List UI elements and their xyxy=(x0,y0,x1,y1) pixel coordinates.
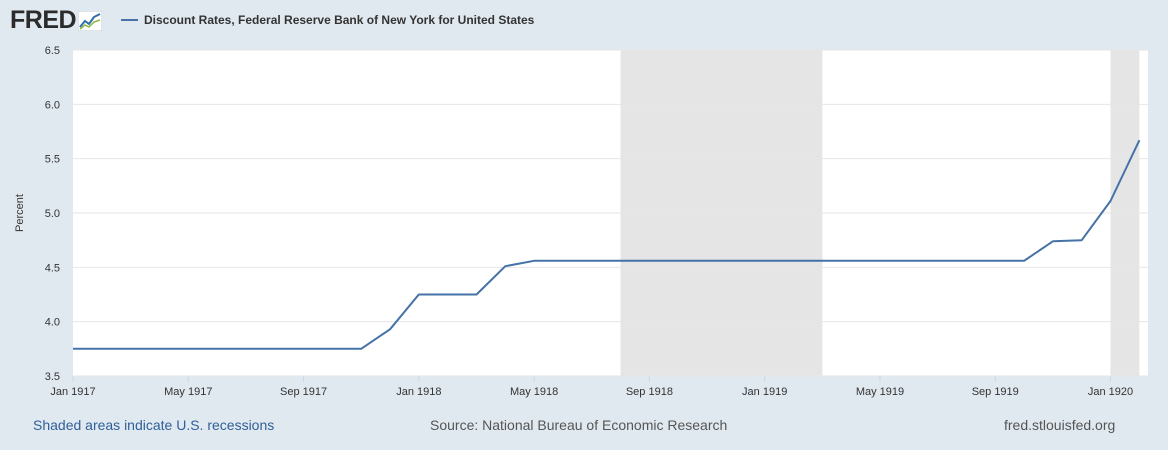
y-tick-label: 6.0 xyxy=(45,99,60,111)
source-note[interactable]: Source: National Bureau of Economic Rese… xyxy=(430,417,728,433)
x-tick-label: May 1917 xyxy=(164,386,212,398)
y-axis-label: Percent xyxy=(14,194,26,232)
y-tick-label: 3.5 xyxy=(45,371,60,383)
y-tick-label: 5.5 xyxy=(45,154,60,166)
y-tick-label: 6.5 xyxy=(45,45,60,57)
y-tick-label: 5.0 xyxy=(45,208,60,220)
fred-logo-text: FRED xyxy=(10,6,77,34)
fred-chart-icon xyxy=(78,11,103,31)
chart-header: FRED Discount Rates, Federal Reserve Ban… xyxy=(0,0,1168,40)
line-chart[interactable]: 3.5 4.0 4.5 5.0 5.5 6.0 6.5 Jan 1917 May 1917 Sep… xyxy=(0,0,1168,410)
legend-swatch xyxy=(121,19,138,21)
site-link[interactable]: fred.stlouisfed.org xyxy=(1004,417,1116,433)
series-line xyxy=(73,139,1141,350)
x-tick-label: Sep 1919 xyxy=(972,386,1019,398)
y-tick-label: 4.5 xyxy=(45,262,60,274)
legend-label: Discount Rates, Federal Reserve Bank of … xyxy=(144,13,535,27)
chart-legend[interactable]: Discount Rates, Federal Reserve Bank of … xyxy=(121,11,534,29)
x-tick-label: Jan 1919 xyxy=(742,386,787,398)
y-tick-label: 4.0 xyxy=(45,317,60,329)
x-tick-label: May 1918 xyxy=(510,386,558,398)
fred-logo[interactable]: FRED xyxy=(10,6,103,34)
x-tick-label: Sep 1918 xyxy=(626,386,673,398)
x-tick-label: Jan 1920 xyxy=(1088,386,1133,398)
recessions-note[interactable]: Shaded areas indicate U.S. recessions xyxy=(33,417,275,433)
x-tick-label: Jan 1917 xyxy=(50,386,95,398)
x-tick-label: Sep 1917 xyxy=(280,386,327,398)
x-tick-label: Jan 1918 xyxy=(396,386,441,398)
x-tick-label: May 1919 xyxy=(856,386,904,398)
